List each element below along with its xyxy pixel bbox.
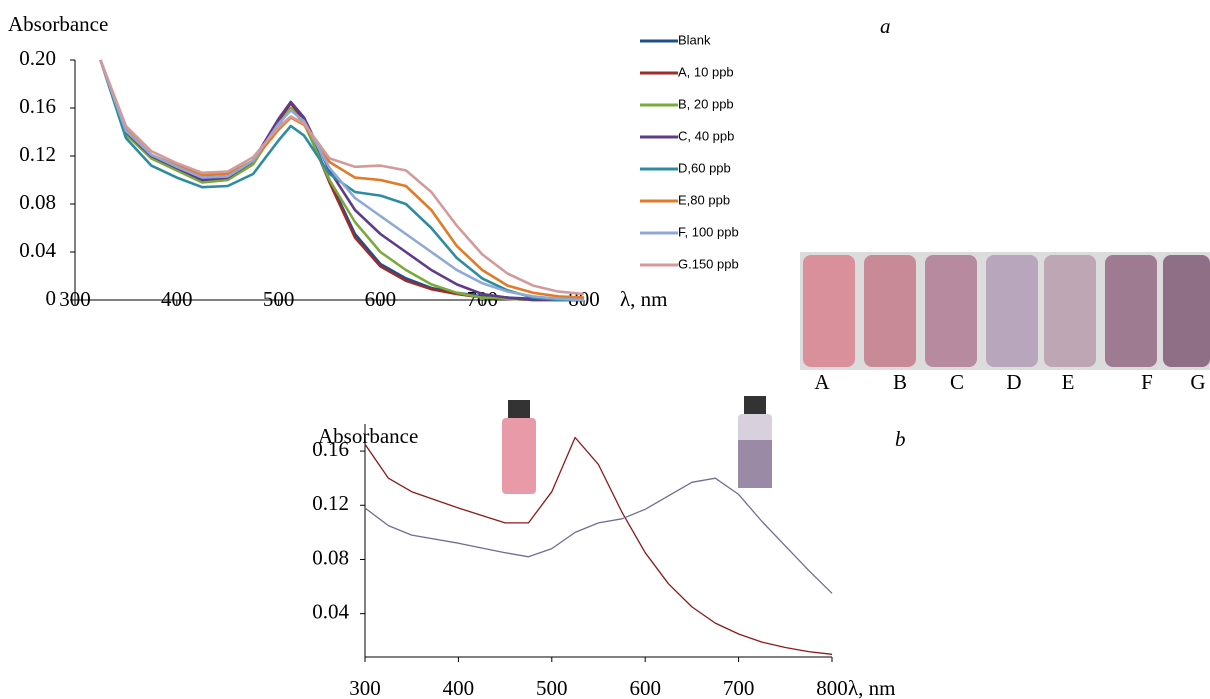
y-axis-label: Absorbance (8, 12, 108, 36)
series-line (99, 59, 584, 302)
y-tick-label: 0.12 (19, 142, 56, 166)
y-tick-label: 0.04 (19, 238, 56, 262)
series-line (99, 59, 585, 296)
x-tick-label: 400 (443, 676, 475, 699)
legend-label: C, 40 ppb (678, 128, 734, 143)
x-tick-label: 400 (161, 287, 193, 311)
legend-label: E,80 ppb (678, 192, 730, 207)
x-tick-label: 300 (349, 676, 381, 699)
y-tick-label: 0 (46, 286, 57, 310)
y-tick-label: 0.16 (312, 437, 349, 461)
x-tick-label: 800 (816, 676, 848, 699)
photo-label: G (1190, 370, 1205, 394)
y-tick-label: 0.08 (312, 545, 349, 569)
photo-label: C (950, 370, 964, 394)
photo-label: B (893, 370, 907, 394)
legend-label: F, 100 ppb (678, 224, 739, 239)
x-axis-label: λ, nm (620, 287, 668, 311)
panel-label: a (880, 14, 891, 38)
series-line (99, 59, 584, 302)
legend-label: D,60 ppb (678, 160, 731, 175)
series-line (99, 59, 584, 302)
x-tick-label: 600 (629, 676, 661, 699)
x-axis-label: λ, nm (848, 676, 896, 699)
y-tick-label: 0.12 (312, 491, 349, 515)
series-line (364, 436, 833, 655)
x-tick-label: 700 (723, 676, 755, 699)
series-line (99, 59, 585, 302)
photo-label: D (1006, 370, 1021, 394)
y-axis-label: Absorbance (318, 424, 418, 448)
panel-label: b (895, 427, 906, 451)
legend-label: A, 10 ppb (678, 64, 734, 79)
x-tick-label: 600 (365, 287, 397, 311)
y-tick-label: 0.08 (19, 190, 56, 214)
series-line (99, 59, 584, 302)
legend-label: G.150 ppb (678, 256, 739, 271)
x-tick-label: 500 (263, 287, 295, 311)
vial-insets (502, 396, 772, 494)
photo-label: F (1141, 370, 1153, 394)
series-line (364, 477, 833, 594)
photo-label: E (1062, 370, 1075, 394)
series-line (99, 59, 584, 302)
legend-label: Blank (678, 32, 711, 47)
photo-label: A (814, 370, 830, 394)
series-line (99, 59, 585, 299)
y-tick-label: 0.04 (312, 599, 349, 623)
x-tick-label: 300 (59, 287, 91, 311)
y-tick-label: 0.16 (19, 94, 56, 118)
x-tick-label: 500 (536, 676, 568, 699)
vial-photo (800, 252, 1210, 370)
y-tick-label: 0.20 (19, 46, 56, 70)
legend-label: B, 20 ppb (678, 96, 734, 111)
